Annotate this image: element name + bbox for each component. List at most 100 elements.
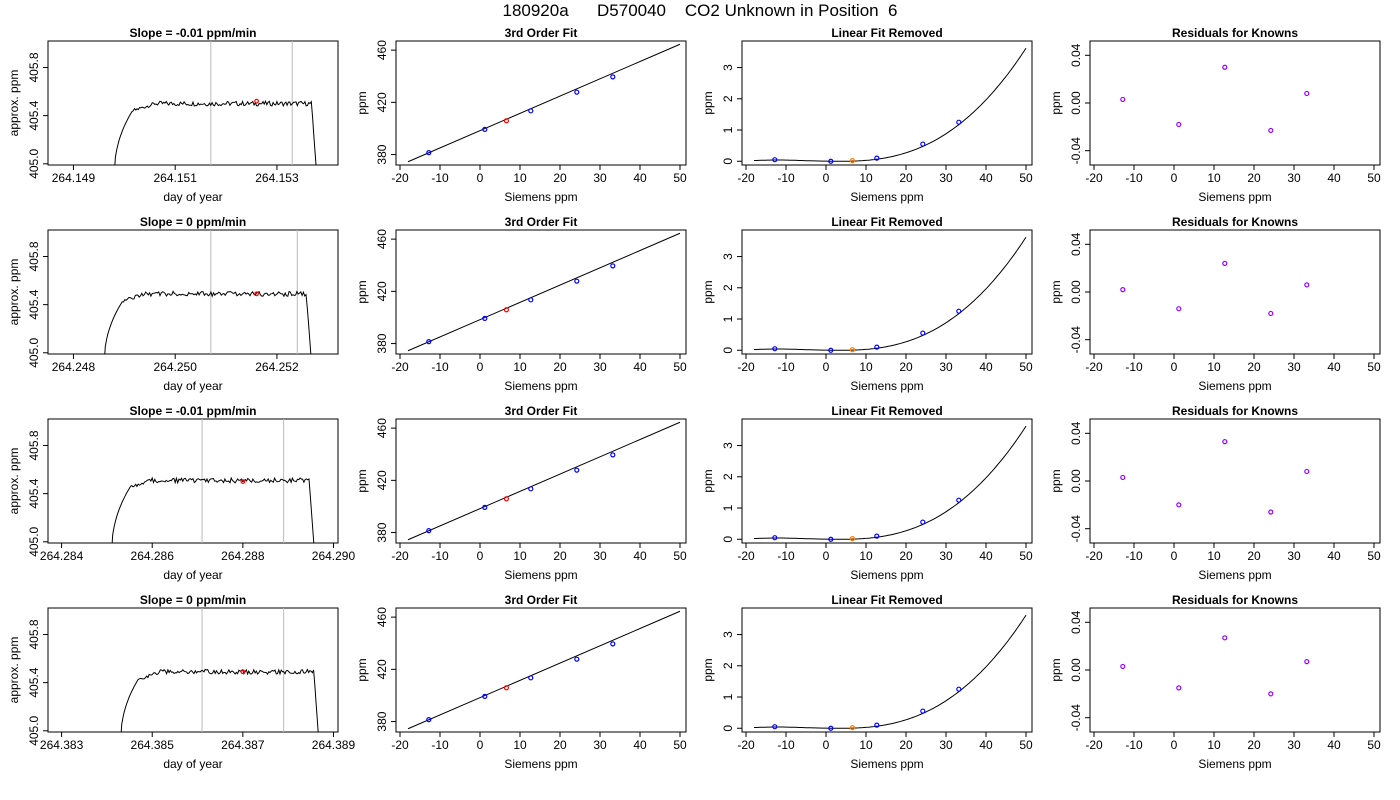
r4-fit-fit-line — [407, 610, 681, 730]
r3-fit-xtick-label: 50 — [673, 549, 687, 563]
r4-trace-xtick-label: 264.387 — [221, 738, 265, 752]
r3-fit-ytick-label: 420 — [375, 470, 389, 490]
r4-fit-unknown-point — [503, 685, 509, 691]
r3-residuals-ytick-label: 0.04 — [1069, 421, 1083, 445]
r3-fit-xtick-label: -10 — [431, 549, 449, 563]
r3-trace-plot-area — [111, 419, 315, 543]
r2-trace-unknown-point — [254, 291, 259, 297]
r3-residuals-xtick-label: 20 — [1247, 549, 1261, 563]
r1-residuals-xtick-label: 40 — [1327, 171, 1341, 185]
r1-linear-removed-xtick-label: 50 — [1019, 171, 1033, 185]
r3-linear-removed-xtick-label: -10 — [777, 549, 795, 563]
r3-residuals-xtick-label: 0 — [1171, 549, 1178, 563]
r4-fit-ytick-label: 420 — [375, 659, 389, 679]
r4-linear-removed-xlabel: Siemens ppm — [850, 757, 923, 771]
r2-fit-panel: 3rd Order Fit -20 -10 0 10 20 30 40 50 380 420 460 S… — [355, 215, 687, 393]
r2-fit-ytick-label: 460 — [375, 229, 389, 249]
r2-fit-ytick-label: 380 — [375, 333, 389, 353]
r4-linear-removed-xtick-label: -10 — [777, 738, 795, 752]
r3-trace-xtick-label: 264.286 — [131, 549, 175, 563]
r2-linear-removed-known-point — [874, 344, 880, 350]
r3-residuals-residual-point — [1222, 439, 1228, 445]
r3-linear-removed-ytick-label: 1 — [721, 504, 735, 511]
r4-fit-xtick-label: 10 — [513, 738, 527, 752]
r2-residuals-residual-point — [1304, 282, 1310, 288]
r4-linear-removed-known-point — [956, 686, 962, 692]
r3-linear-removed-xtick-label: 40 — [979, 549, 993, 563]
r1-fit-ytick-label: 380 — [375, 144, 389, 164]
r1-linear-removed-known-point — [874, 155, 880, 161]
r2-trace-ytick-label: 405.8 — [27, 241, 41, 271]
r1-residuals-residual-point — [1176, 121, 1182, 128]
r2-residuals-panel: Residuals for Knowns -20 -10 0 10 20 30 40 50 -0.… — [1049, 215, 1381, 393]
r4-residuals-residual-point — [1222, 635, 1228, 641]
r3-fit-xlabel: Siemens ppm — [504, 568, 577, 582]
r1-linear-removed-xtick-label: 20 — [899, 171, 913, 185]
r2-residuals-xtick-label: 0 — [1171, 360, 1178, 374]
r3-trace-xtick-label: 264.290 — [312, 549, 356, 563]
r1-fit-ytick-label: 460 — [375, 40, 389, 60]
r2-fit-known-point — [528, 297, 534, 303]
r3-trace-panel: Slope = -0.01 ppm/min 264.284 264.286 264.2… — [7, 404, 355, 582]
r2-fit-xtick-label: 10 — [513, 360, 527, 374]
r4-fit-xtick-label: -10 — [431, 738, 449, 752]
r2-linear-removed-curve — [754, 236, 1027, 351]
r3-fit-xtick-label: 20 — [553, 549, 567, 563]
r4-trace-frame — [47, 607, 339, 733]
r3-fit-title: 3rd Order Fit — [505, 404, 578, 418]
r4-linear-removed-frame — [741, 607, 1033, 733]
r3-trace-title: Slope = -0.01 ppm/min — [129, 404, 256, 418]
r3-trace-frame — [47, 418, 339, 544]
r3-linear-removed-xtick-label: 50 — [1019, 549, 1033, 563]
r2-linear-removed-frame — [741, 229, 1033, 355]
r1-residuals-xtick-label: 20 — [1247, 171, 1261, 185]
r3-trace-ytick-label: 405.4 — [27, 478, 41, 508]
r1-residuals-residual-point — [1268, 127, 1274, 134]
r2-linear-removed-xtick-label: 50 — [1019, 360, 1033, 374]
r1-residuals-ytick-label: 0.00 — [1069, 91, 1083, 115]
r1-fit-panel: 3rd Order Fit -20 -10 0 10 20 30 40 50 380 420 460 S… — [355, 26, 687, 204]
r4-linear-removed-ytick-label: 1 — [721, 693, 735, 700]
r3-trace-xtick-label: 264.288 — [221, 549, 265, 563]
r1-fit-fit-line — [407, 43, 681, 163]
r2-residuals-ytick-label: 0.04 — [1069, 232, 1083, 256]
r2-fit-known-point — [482, 315, 488, 321]
r2-linear-removed-title: Linear Fit Removed — [831, 215, 942, 229]
r3-linear-removed-ytick-label: 3 — [721, 442, 735, 449]
r3-residuals-ylabel: ppm — [1049, 469, 1063, 492]
r4-trace-unknown-point — [240, 669, 246, 675]
r4-residuals-ytick-label: -0.04 — [1069, 704, 1083, 732]
r1-fit-xlabel: Siemens ppm — [504, 190, 577, 204]
r1-trace-xtick-label: 264.149 — [52, 171, 96, 185]
r1-linear-removed-xtick-label: -10 — [777, 171, 795, 185]
r3-linear-removed-curve — [754, 425, 1027, 540]
r2-residuals-xlabel: Siemens ppm — [1198, 379, 1271, 393]
r1-fit-title: 3rd Order Fit — [505, 26, 578, 40]
r2-residuals-residual-point — [1268, 310, 1274, 317]
r3-residuals-xtick-label: -20 — [1085, 549, 1103, 563]
r1-linear-removed-ytick-label: 0 — [721, 158, 735, 165]
r4-residuals-xtick-label: 20 — [1247, 738, 1261, 752]
r1-fit-known-point — [574, 89, 580, 95]
r2-fit-known-point — [574, 278, 580, 284]
r1-fit-xtick-label: 50 — [673, 171, 687, 185]
r1-trace-title: Slope = -0.01 ppm/min — [129, 26, 256, 40]
r1-trace-xlabel: day of year — [163, 190, 222, 204]
r1-trace-xtick-label: 264.151 — [153, 171, 197, 185]
r3-residuals-ytick-label: 0.00 — [1069, 469, 1083, 493]
r1-linear-removed-curve — [754, 47, 1027, 162]
r4-trace-plot-area — [120, 608, 319, 732]
r3-linear-removed-ytick-label: 2 — [721, 473, 735, 480]
r3-linear-removed-xtick-label: 0 — [823, 549, 830, 563]
r1-residuals-xtick-label: -10 — [1125, 171, 1143, 185]
r4-fit-xtick-label: 0 — [477, 738, 484, 752]
r2-residuals-plot-area — [1120, 260, 1310, 317]
r1-linear-removed-xtick-label: 10 — [859, 171, 873, 185]
r2-trace-panel: Slope = 0 ppm/min 264.248 264.250 264.252 40… — [7, 215, 339, 393]
r4-residuals-xtick-label: 10 — [1207, 738, 1221, 752]
r2-trace-xtick-label: 264.250 — [153, 360, 197, 374]
r2-linear-removed-xtick-label: 0 — [823, 360, 830, 374]
r3-residuals-residual-point — [1176, 502, 1182, 508]
r1-linear-removed-known-point — [828, 158, 834, 164]
r4-residuals-ylabel: ppm — [1049, 658, 1063, 681]
